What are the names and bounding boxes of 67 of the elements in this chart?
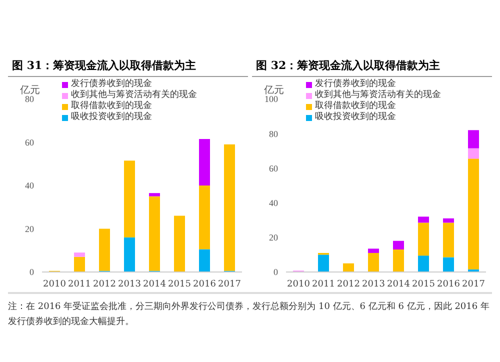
x-tick-label: 2010 bbox=[287, 279, 310, 290]
bar bbox=[124, 237, 135, 272]
chart-title: 图 32：筹资现金流入以取得借款为主 bbox=[252, 56, 492, 77]
bar bbox=[99, 228, 110, 271]
x-tick-label: 2011 bbox=[312, 279, 335, 290]
bar bbox=[468, 130, 479, 148]
x-tick-label: 2010 bbox=[43, 279, 66, 290]
y-axis-title: 亿元 bbox=[264, 84, 284, 96]
bar bbox=[368, 252, 379, 272]
y-tick-label: 80 bbox=[25, 94, 34, 104]
x-tick-label: 2015 bbox=[168, 279, 192, 290]
y-tick-label: 60 bbox=[25, 137, 34, 148]
bar bbox=[199, 139, 210, 186]
y-tick-label: 60 bbox=[269, 163, 278, 174]
bar bbox=[418, 216, 429, 223]
x-tick-label: 2017 bbox=[218, 279, 242, 290]
bar bbox=[124, 160, 135, 238]
y-tick-label: 40 bbox=[25, 180, 34, 191]
y-tick-label: 0 bbox=[274, 267, 278, 278]
bar bbox=[199, 186, 210, 250]
y-tick-label: 40 bbox=[269, 198, 278, 208]
bar bbox=[468, 148, 479, 159]
bar bbox=[393, 250, 404, 272]
x-tick-label: 2013 bbox=[118, 279, 142, 290]
bar bbox=[443, 257, 454, 272]
x-tick-label: 2017 bbox=[462, 279, 486, 290]
text: 注：在 2016 年受证监会批准，分三期向外界发行公司债券，发行总额分别为 10 亿元、6 亿元和 6 亿元，因此 2016 年发行债券收到的现金大幅提升。 bbox=[8, 300, 490, 329]
legend-label: 吸收投资收到的现金 bbox=[70, 112, 153, 123]
legend-label: 取得借款收到的现金 bbox=[70, 101, 153, 112]
x-tick-label: 2016 bbox=[437, 279, 460, 290]
x-tick-label: 2013 bbox=[362, 279, 386, 290]
legend-label: 发行债券收到的现金 bbox=[70, 79, 153, 90]
y-tick-label: 0 bbox=[30, 267, 34, 278]
y-tick-label: 20 bbox=[269, 232, 278, 243]
bar bbox=[74, 252, 85, 257]
bar bbox=[343, 263, 354, 272]
x-tick-label: 2015 bbox=[412, 279, 436, 290]
legend-label: 收到其他与筹资活动有关的现金 bbox=[314, 90, 441, 100]
bar bbox=[149, 193, 160, 196]
x-tick-label: 2012 bbox=[337, 279, 360, 290]
chart-title: 图 31：筹资现金流入以取得借款为主 bbox=[8, 56, 248, 77]
bar bbox=[443, 222, 454, 258]
legend-label: 收到其他与筹资活动有关的现金 bbox=[70, 90, 197, 100]
bar bbox=[418, 256, 429, 272]
legend-label: 取得借款收到的现金 bbox=[314, 101, 397, 112]
bar bbox=[418, 222, 429, 256]
bar bbox=[174, 216, 185, 272]
x-tick-label: 2011 bbox=[68, 279, 91, 290]
bar bbox=[224, 144, 235, 271]
y-tick-label: 20 bbox=[25, 224, 34, 234]
bar bbox=[199, 249, 210, 272]
bar bbox=[149, 196, 160, 271]
bar bbox=[443, 218, 454, 223]
x-tick-label: 2014 bbox=[387, 279, 410, 290]
bar bbox=[468, 158, 479, 270]
legend-label: 发行债券收到的现金 bbox=[314, 79, 397, 90]
x-tick-label: 2012 bbox=[93, 279, 116, 290]
y-tick-label: 100 bbox=[264, 94, 278, 104]
bar bbox=[318, 254, 329, 272]
x-tick-label: 2014 bbox=[143, 279, 166, 290]
bar bbox=[74, 256, 85, 272]
x-tick-label: 2016 bbox=[193, 279, 216, 290]
y-tick-label: 80 bbox=[269, 128, 278, 139]
y-axis-title: 亿元 bbox=[20, 84, 40, 96]
legend-label: 吸收投资收到的现金 bbox=[314, 112, 397, 123]
bar bbox=[368, 248, 379, 253]
bar bbox=[393, 240, 404, 250]
